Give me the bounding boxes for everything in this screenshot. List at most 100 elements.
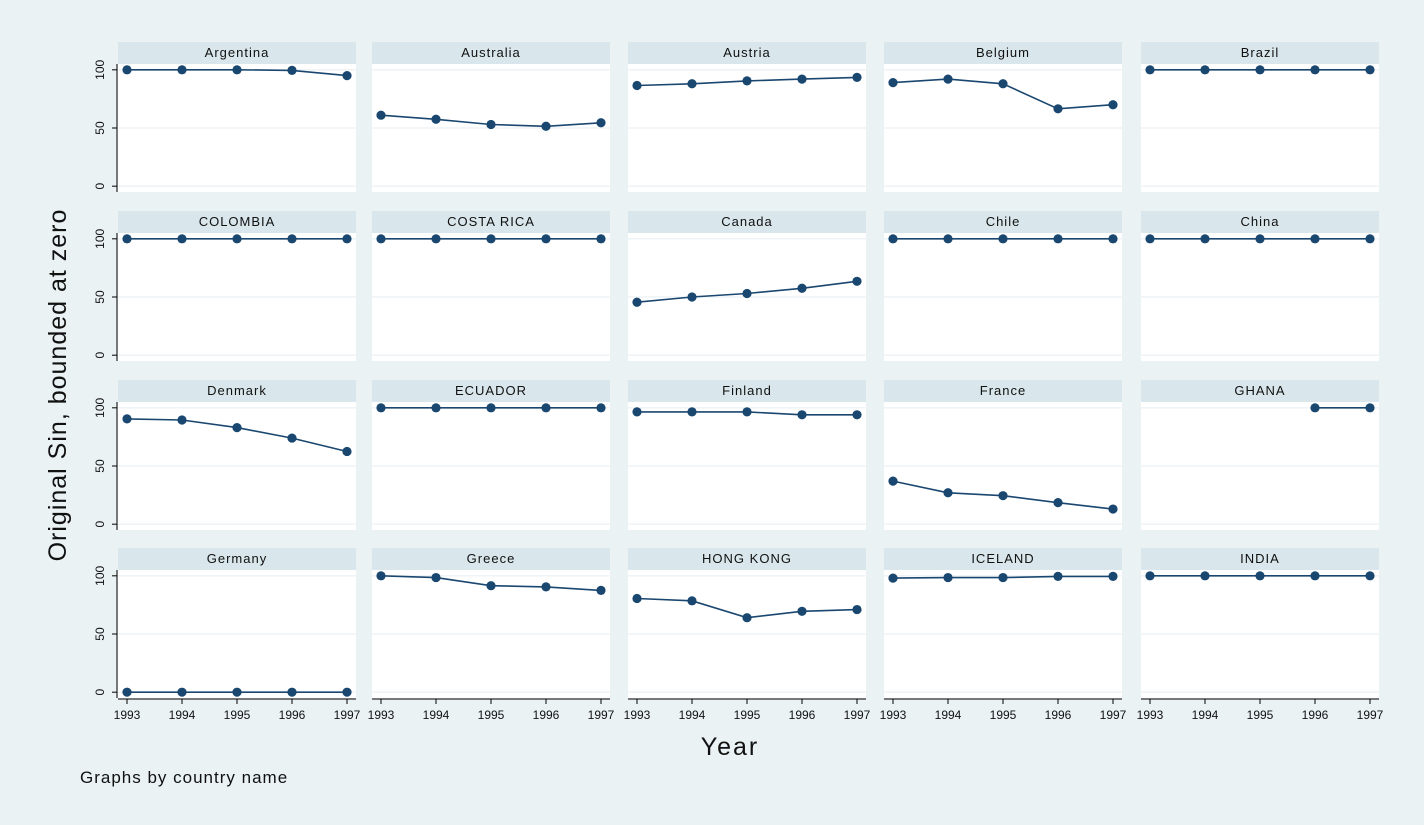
data-point bbox=[177, 415, 187, 425]
x-tick-label: 1994 bbox=[423, 708, 450, 722]
data-point bbox=[742, 76, 752, 86]
data-point bbox=[1310, 571, 1320, 581]
data-point bbox=[1365, 571, 1375, 581]
panel-austria: Austria bbox=[628, 42, 866, 192]
data-point bbox=[122, 687, 132, 697]
panel-header bbox=[1141, 211, 1379, 233]
panel-header bbox=[118, 42, 356, 64]
data-point bbox=[1200, 571, 1210, 581]
data-point bbox=[888, 476, 898, 486]
panel-chile: Chile bbox=[884, 211, 1122, 361]
y-tick-label: 100 bbox=[93, 59, 107, 79]
x-axis-title: Year bbox=[701, 733, 760, 761]
x-tick-label: 1994 bbox=[169, 708, 196, 722]
data-point bbox=[998, 79, 1008, 89]
data-point bbox=[998, 572, 1008, 583]
x-tick-label: 1995 bbox=[1247, 708, 1274, 722]
data-point bbox=[122, 234, 132, 244]
x-tick-label: 1993 bbox=[624, 708, 651, 722]
panel-title: France bbox=[980, 383, 1026, 398]
panel-title: Finland bbox=[722, 383, 772, 398]
data-point bbox=[486, 119, 496, 130]
data-point bbox=[1145, 571, 1155, 581]
data-point bbox=[1365, 234, 1375, 244]
data-point bbox=[486, 234, 496, 244]
panel-brazil: Brazil bbox=[1141, 42, 1379, 192]
panel-colombia: COLOMBIA 0 50 100 bbox=[93, 211, 356, 361]
data-point bbox=[177, 65, 187, 75]
x-tick-label: 1993 bbox=[368, 708, 395, 722]
data-point bbox=[1108, 504, 1118, 514]
data-point bbox=[342, 234, 352, 244]
x-tick-label: 1993 bbox=[1137, 708, 1164, 722]
panel-canada: Canada bbox=[628, 211, 866, 361]
panel-title: COLOMBIA bbox=[199, 214, 276, 229]
data-point bbox=[376, 403, 386, 413]
panel-title: Austria bbox=[723, 45, 770, 60]
panel-header bbox=[372, 211, 610, 233]
data-point bbox=[687, 79, 697, 89]
data-point bbox=[632, 407, 642, 417]
x-tick-label: 1997 bbox=[844, 708, 871, 722]
y-tick-label: 50 bbox=[93, 290, 107, 304]
x-tick-label: 1995 bbox=[478, 708, 505, 722]
data-point bbox=[596, 585, 606, 595]
data-point bbox=[287, 65, 297, 75]
panel-header bbox=[1141, 380, 1379, 402]
x-tick-label: 1996 bbox=[533, 708, 560, 722]
data-point bbox=[376, 234, 386, 244]
panel-header bbox=[884, 211, 1122, 233]
x-tick-label: 1994 bbox=[1192, 708, 1219, 722]
data-point bbox=[852, 276, 862, 286]
panel-title: COSTA RICA bbox=[447, 214, 535, 229]
data-point bbox=[596, 234, 606, 244]
data-point bbox=[852, 604, 862, 615]
panel-title: Denmark bbox=[207, 383, 267, 398]
data-point bbox=[1310, 234, 1320, 244]
panel-header bbox=[118, 548, 356, 570]
data-point bbox=[177, 687, 187, 697]
y-tick-label: 0 bbox=[93, 689, 107, 696]
data-point bbox=[797, 283, 807, 293]
panel-title: Belgium bbox=[976, 45, 1030, 60]
data-point bbox=[1255, 571, 1265, 581]
data-point bbox=[431, 572, 441, 583]
data-point bbox=[1145, 65, 1155, 75]
data-point bbox=[797, 74, 807, 84]
panel-title: Chile bbox=[986, 214, 1021, 229]
data-point bbox=[376, 571, 386, 581]
data-point bbox=[122, 414, 132, 424]
panel-france: France bbox=[884, 380, 1122, 530]
y-tick-label: 50 bbox=[93, 459, 107, 473]
x-tick-label: 1996 bbox=[789, 708, 816, 722]
data-point bbox=[232, 65, 242, 75]
x-tick-label: 1995 bbox=[990, 708, 1017, 722]
panel-hong-kong: HONG KONG 1993 1994 1995 1996 1997 bbox=[624, 548, 871, 722]
data-point bbox=[287, 687, 297, 697]
panel-title: Brazil bbox=[1241, 45, 1280, 60]
data-point bbox=[596, 403, 606, 413]
panel-title: ICELAND bbox=[971, 551, 1034, 566]
data-point bbox=[1310, 403, 1320, 413]
data-point bbox=[1255, 65, 1265, 75]
data-point bbox=[287, 433, 297, 443]
y-tick-label: 50 bbox=[93, 121, 107, 135]
panel-header bbox=[118, 380, 356, 402]
data-point bbox=[888, 573, 898, 583]
x-tick-label: 1993 bbox=[880, 708, 907, 722]
panel-denmark: Denmark 0 50 100 bbox=[93, 380, 356, 530]
data-point bbox=[1255, 234, 1265, 244]
data-point bbox=[797, 410, 807, 420]
x-tick-label: 1997 bbox=[588, 708, 615, 722]
data-point bbox=[342, 71, 352, 81]
data-point bbox=[342, 446, 352, 457]
data-point bbox=[486, 581, 496, 591]
chart-note: Graphs by country name bbox=[80, 768, 288, 787]
data-point bbox=[742, 288, 752, 299]
x-tick-label: 1997 bbox=[1100, 708, 1127, 722]
data-point bbox=[1053, 234, 1063, 244]
y-tick-label: 100 bbox=[93, 228, 107, 248]
data-point bbox=[687, 292, 697, 302]
panel-india: INDIA 1993 1994 1995 1996 1997 bbox=[1137, 548, 1384, 722]
